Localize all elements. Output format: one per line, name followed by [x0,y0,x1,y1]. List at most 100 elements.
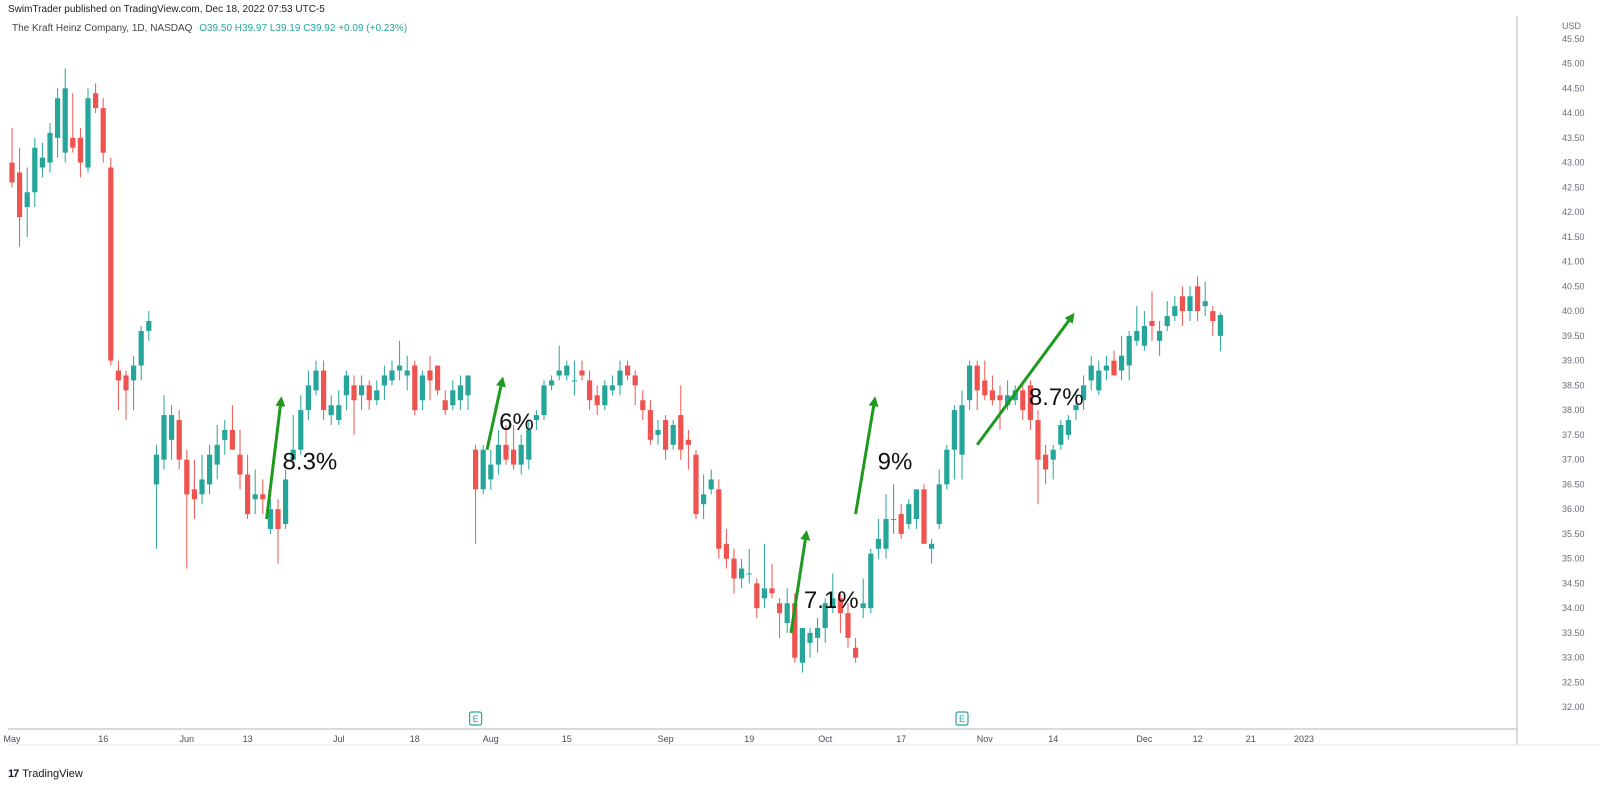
candle-up[interactable] [571,380,577,382]
trend-arrow[interactable] [265,396,286,520]
candle-up[interactable] [495,444,501,465]
candle-up[interactable] [822,603,828,628]
candle-up[interactable] [465,375,471,396]
candle-up[interactable] [32,147,38,193]
candle-down[interactable] [473,449,479,490]
candle-up[interactable] [169,415,175,440]
candle-down[interactable] [511,449,517,465]
candle-down[interactable] [366,385,372,401]
candle-up[interactable] [891,519,897,521]
candle-up[interactable] [830,598,836,609]
candle-down[interactable] [176,420,182,460]
candle-up[interactable] [397,365,403,371]
candle-down[interactable] [77,137,83,163]
candle-down[interactable] [1027,385,1033,421]
trend-arrow[interactable] [485,376,506,451]
candle-down[interactable] [723,543,729,559]
candle-up[interactable] [1217,315,1223,336]
candle-up[interactable] [404,370,410,376]
trend-arrow[interactable] [789,529,811,634]
candle-up[interactable] [298,410,304,450]
candle-up[interactable] [1058,424,1064,445]
candle-up[interactable] [131,365,137,381]
candle-up[interactable] [62,88,68,153]
earnings-marker[interactable] [955,711,969,726]
candle-up[interactable] [929,543,935,549]
candle-up[interactable] [252,494,258,500]
candle-up[interactable] [670,424,676,445]
candle-down[interactable] [123,375,129,391]
candle-down[interactable] [989,390,995,401]
candle-up[interactable] [1134,330,1140,341]
candle-down[interactable] [1179,296,1185,312]
candle-up[interactable] [1126,335,1132,366]
candle-down[interactable] [716,489,722,549]
candle-up[interactable] [564,365,570,376]
candle-up[interactable] [799,627,805,663]
candle-up[interactable] [381,375,387,386]
trend-arrow[interactable] [854,396,879,515]
candle-up[interactable] [807,632,813,643]
candle-down[interactable] [685,439,691,445]
candle-down[interactable] [435,365,441,391]
candle-up[interactable] [1172,306,1178,317]
candle-down[interactable] [777,603,783,614]
candle-up[interactable] [1005,395,1011,406]
candle-up[interactable] [161,415,167,460]
candle-up[interactable] [480,449,486,490]
candle-up[interactable] [1050,449,1056,460]
candle-up[interactable] [153,454,159,485]
candle-up[interactable] [305,385,311,411]
candle-up[interactable] [815,627,821,638]
candle-up[interactable] [875,538,881,549]
candle-down[interactable] [997,395,1003,401]
candle-up[interactable] [199,479,205,495]
candle-down[interactable] [845,613,851,638]
candle-up[interactable] [913,489,919,520]
candle-up[interactable] [1187,296,1193,312]
candle-up[interactable] [944,449,950,485]
candle-up[interactable] [336,405,342,421]
candle-up[interactable] [488,464,494,480]
candle-up[interactable] [267,509,273,529]
candle-up[interactable] [761,588,767,599]
candle-up[interactable] [389,370,395,381]
candle-down[interactable] [260,494,266,500]
candle-up[interactable] [343,375,349,396]
candle-up[interactable] [609,385,615,391]
candle-down[interactable] [640,400,646,411]
candle-up[interactable] [1157,330,1163,341]
candle-up[interactable] [708,479,714,490]
candle-up[interactable] [746,573,752,575]
candle-down[interactable] [921,489,927,544]
candle-down[interactable] [853,647,859,658]
candle-down[interactable] [625,365,631,376]
candle-up[interactable] [39,157,45,168]
candle-up[interactable] [146,321,152,331]
candle-up[interactable] [359,385,365,396]
candle-up[interactable] [906,504,912,525]
candle-down[interactable] [594,395,600,406]
candle-down[interactable] [1111,360,1117,376]
candle-down[interactable] [321,370,327,411]
candle-up[interactable] [1088,365,1094,381]
candle-up[interactable] [1081,385,1087,401]
candle-up[interactable] [313,370,319,391]
candle-down[interactable] [427,370,433,381]
candle-up[interactable] [47,132,53,163]
candle-down[interactable] [579,370,585,376]
candle-down[interactable] [1195,286,1201,312]
candle-down[interactable] [1149,321,1155,326]
candle-down[interactable] [693,454,699,515]
tradingview-brand[interactable]: 17 TradingView [8,768,83,780]
candle-down[interactable] [184,459,190,495]
candle-up[interactable] [860,603,866,609]
candle-up[interactable] [936,484,942,525]
candle-down[interactable] [663,420,669,450]
candle-up[interactable] [1073,405,1079,411]
candle-up[interactable] [617,370,623,386]
candle-down[interactable] [731,558,737,579]
trend-arrow[interactable] [975,312,1075,446]
candle-down[interactable] [412,365,418,411]
